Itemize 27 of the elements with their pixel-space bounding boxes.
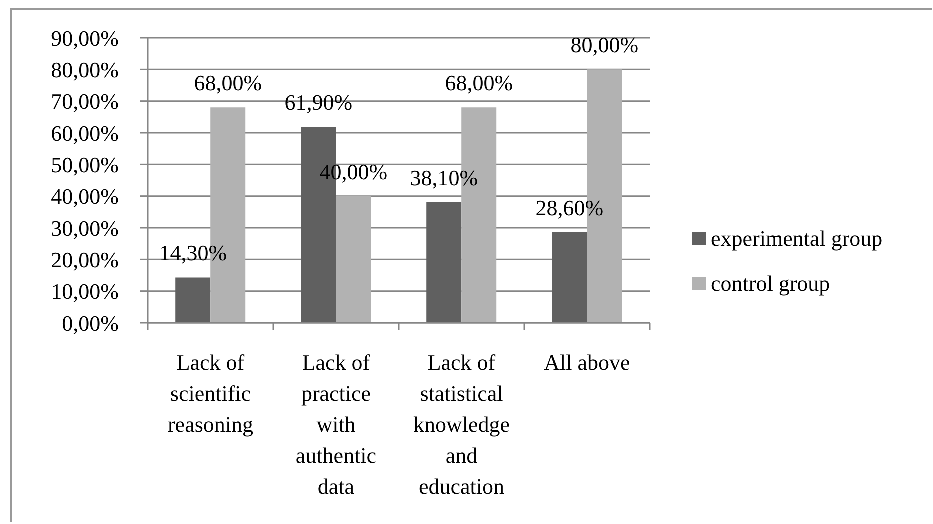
y-tick-label: 10,00% xyxy=(51,279,119,304)
x-tick-label: Lack of statistical knowledge and education xyxy=(413,350,510,499)
data-label: 68,00% xyxy=(194,70,262,96)
y-tick-label: 80,00% xyxy=(51,57,119,82)
y-tick-label: 30,00% xyxy=(51,216,119,241)
y-tick-label: 90,00% xyxy=(51,26,119,51)
y-tick-label: 0,00% xyxy=(62,310,119,336)
bar xyxy=(176,278,211,323)
legend-label: control group xyxy=(711,270,830,296)
data-label: 38,10% xyxy=(410,165,478,190)
y-tick-label: 70,00% xyxy=(51,89,119,114)
data-label: 14,30% xyxy=(159,240,228,266)
data-label: 68,00% xyxy=(445,70,514,96)
bar xyxy=(336,196,372,323)
x-tick-label: All above xyxy=(544,350,630,375)
bar xyxy=(426,202,462,323)
data-label: 61,90% xyxy=(284,90,353,115)
x-tick-label: Lack of practice with authentic data xyxy=(296,350,377,499)
bar xyxy=(552,232,588,323)
y-tick-label: 20,00% xyxy=(51,247,119,272)
data-label: 28,60% xyxy=(536,195,604,220)
y-tick-label: 40,00% xyxy=(51,184,119,210)
y-tick-label: 60,00% xyxy=(51,120,119,146)
data-label: 80,00% xyxy=(570,32,639,58)
legend-label: experimental group xyxy=(711,226,883,252)
x-tick-label: Lack of scientific reasoning xyxy=(168,350,254,437)
y-tick-label: 50,00% xyxy=(51,152,119,178)
